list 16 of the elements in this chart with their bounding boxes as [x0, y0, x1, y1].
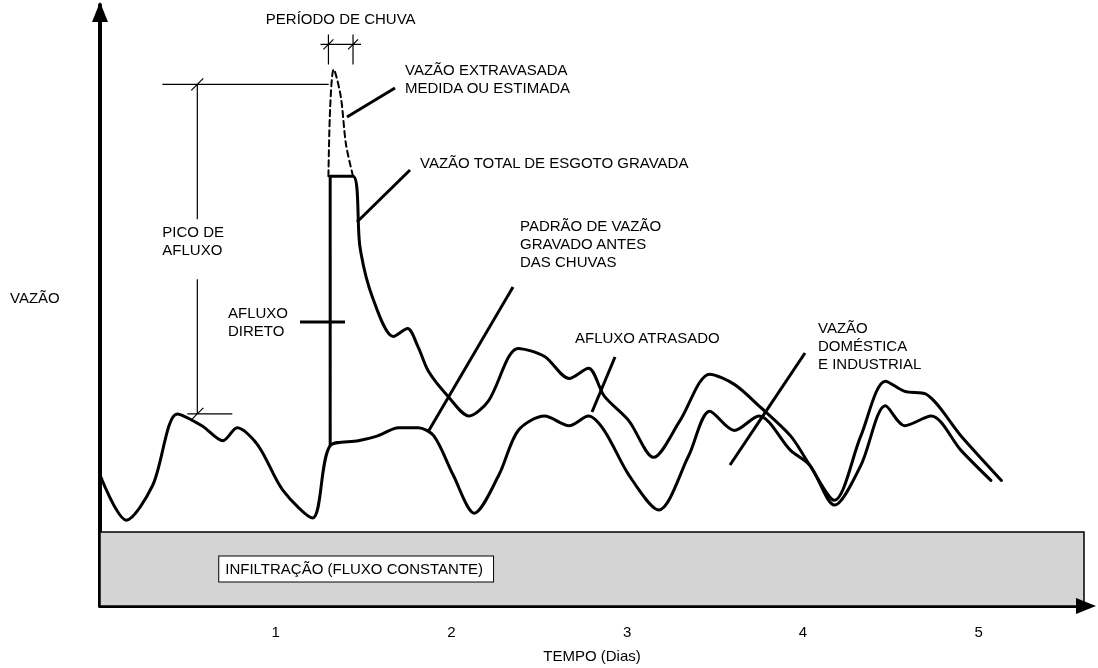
x-tick-label: 1: [271, 623, 280, 640]
x-tick-label: 3: [622, 623, 632, 640]
x-tick-label: 4: [798, 623, 808, 640]
annotation: VAZÃO TOTAL DE ESGOTO GRAVADA: [420, 154, 689, 171]
text: PERÍODO DE CHUVA: [265, 10, 416, 28]
x-tick-label: 5: [974, 623, 983, 640]
annotation: AFLUXO DIRETO: [228, 304, 289, 339]
annotation: PICO DE AFLUXO: [162, 223, 224, 259]
annotation: VAZÃO DOMÉSTICA E INDUSTRIAL: [818, 319, 922, 372]
x-tick-label: 2: [447, 623, 456, 640]
annotation: VAZÃO EXTRAVASADA MEDIDA OU ESTIMADA: [405, 61, 571, 96]
x-axis-title: TEMPO (Dias): [543, 647, 641, 664]
band-label: INFILTRAÇÃO (FLUXO CONSTANTE): [225, 560, 484, 578]
annotation: PADRÃO DE VAZÃO GRAVADO ANTES DAS CHUVAS: [520, 217, 662, 270]
annotation: AFLUXO ATRASADO: [575, 329, 720, 346]
text: VAZÃO: [10, 289, 60, 306]
